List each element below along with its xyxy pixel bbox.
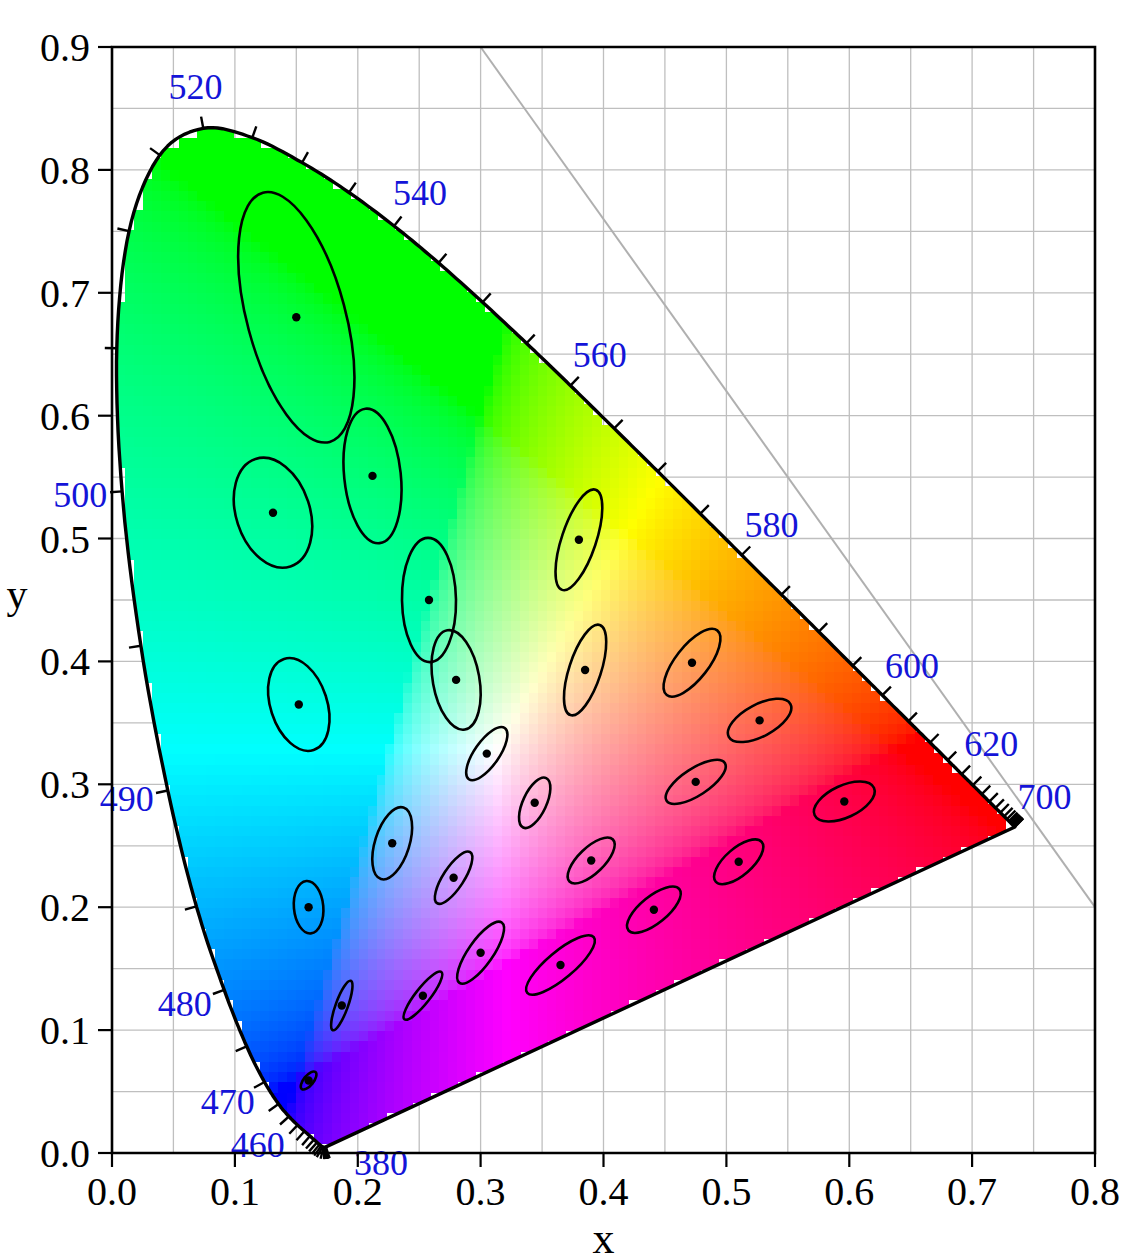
- svg-text:0.7: 0.7: [40, 271, 90, 316]
- svg-text:540: 540: [393, 173, 447, 213]
- svg-text:x: x: [593, 1214, 615, 1260]
- svg-text:0.8: 0.8: [40, 148, 90, 193]
- svg-text:520: 520: [169, 67, 223, 107]
- svg-text:470: 470: [201, 1082, 255, 1122]
- svg-text:0.3: 0.3: [40, 762, 90, 807]
- svg-text:460: 460: [231, 1125, 285, 1165]
- svg-text:0.5: 0.5: [701, 1169, 751, 1214]
- svg-text:0.7: 0.7: [947, 1169, 997, 1214]
- svg-text:0.2: 0.2: [333, 1169, 383, 1214]
- svg-text:0.2: 0.2: [40, 885, 90, 930]
- svg-text:0.5: 0.5: [40, 517, 90, 562]
- svg-text:y: y: [7, 571, 28, 617]
- svg-text:480: 480: [158, 984, 212, 1024]
- svg-text:0.6: 0.6: [40, 394, 90, 439]
- svg-text:0.0: 0.0: [87, 1169, 137, 1214]
- svg-text:600: 600: [885, 646, 939, 686]
- svg-text:560: 560: [573, 335, 627, 375]
- svg-text:0.4: 0.4: [579, 1169, 629, 1214]
- svg-text:0.0: 0.0: [40, 1131, 90, 1176]
- svg-text:580: 580: [744, 505, 798, 545]
- svg-text:0.9: 0.9: [40, 25, 90, 70]
- svg-text:500: 500: [53, 475, 107, 515]
- svg-text:620: 620: [964, 724, 1018, 764]
- svg-text:0.8: 0.8: [1070, 1169, 1120, 1214]
- svg-text:0.4: 0.4: [40, 639, 90, 684]
- svg-text:0.1: 0.1: [40, 1008, 90, 1053]
- svg-text:0.6: 0.6: [824, 1169, 874, 1214]
- svg-text:0.3: 0.3: [456, 1169, 506, 1214]
- svg-text:0.1: 0.1: [210, 1169, 260, 1214]
- svg-text:700: 700: [1018, 777, 1072, 817]
